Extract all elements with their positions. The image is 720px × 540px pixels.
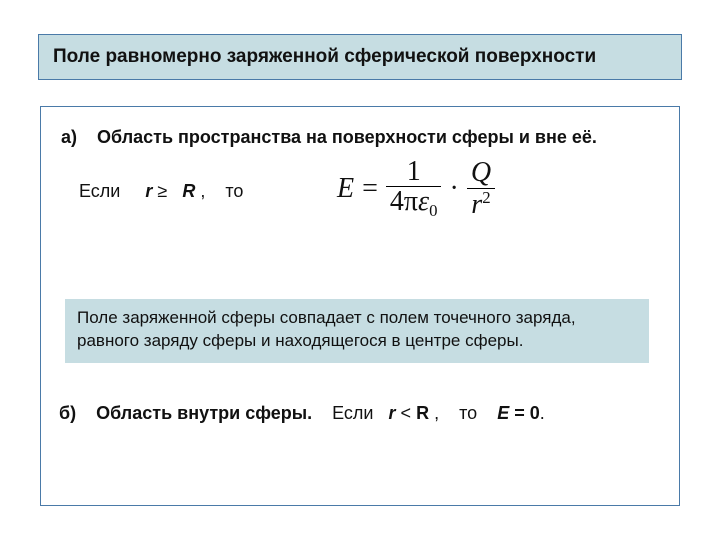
section-b-result-eq: = 0 (514, 403, 540, 423)
frac2-den: r2 (467, 189, 494, 219)
section-b-var-R: R (416, 403, 429, 423)
cond-prefix: Если (79, 181, 120, 201)
frac1-num: 1 (403, 157, 425, 186)
frac1-den: 4πε0 (386, 187, 442, 220)
note-box: Поле заряженной сферы совпадает с полем … (65, 299, 649, 363)
section-b-result-var: E (497, 403, 509, 423)
formula-frac2: Q r2 (467, 158, 495, 219)
title-bar: Поле равномерно заряженной сферической п… (38, 34, 682, 80)
section-b-tail: . (540, 403, 545, 423)
formula: E = 1 4πε0 · Q r2 (337, 157, 495, 220)
section-b-label: б) (59, 403, 76, 423)
section-b-cond-prefix: Если (332, 403, 373, 423)
content-frame: а) Область пространства на поверхности с… (40, 106, 680, 506)
section-b-cmp: < (401, 403, 417, 423)
section-a-text: Область пространства на поверхности сфер… (97, 127, 597, 147)
cond-comma: , (200, 181, 205, 201)
cond-cmp: ≥ (157, 181, 177, 201)
frac2-num: Q (467, 158, 495, 187)
section-b: б) Область внутри сферы. Если r < R , то… (59, 403, 545, 424)
condition-a: Если r ≥ R , то (79, 181, 243, 202)
section-b-comma: , (434, 403, 439, 423)
cond-var-R: R (182, 181, 195, 201)
note-text: Поле заряженной сферы совпадает с полем … (77, 308, 576, 350)
section-b-var-r: r (389, 403, 396, 423)
formula-eq: = (362, 173, 378, 205)
title-text: Поле равномерно заряженной сферической п… (53, 46, 596, 68)
section-b-cond-suffix: то (459, 403, 477, 423)
formula-lhs: E (337, 173, 354, 205)
formula-frac1: 1 4πε0 (386, 157, 442, 220)
section-a-label: а) (61, 127, 77, 147)
formula-dot: · (449, 173, 458, 205)
section-a: а) Область пространства на поверхности с… (61, 127, 597, 148)
section-b-text1: Область внутри сферы. (96, 403, 312, 423)
cond-suffix: то (225, 181, 243, 201)
cond-var-r: r (145, 181, 152, 201)
